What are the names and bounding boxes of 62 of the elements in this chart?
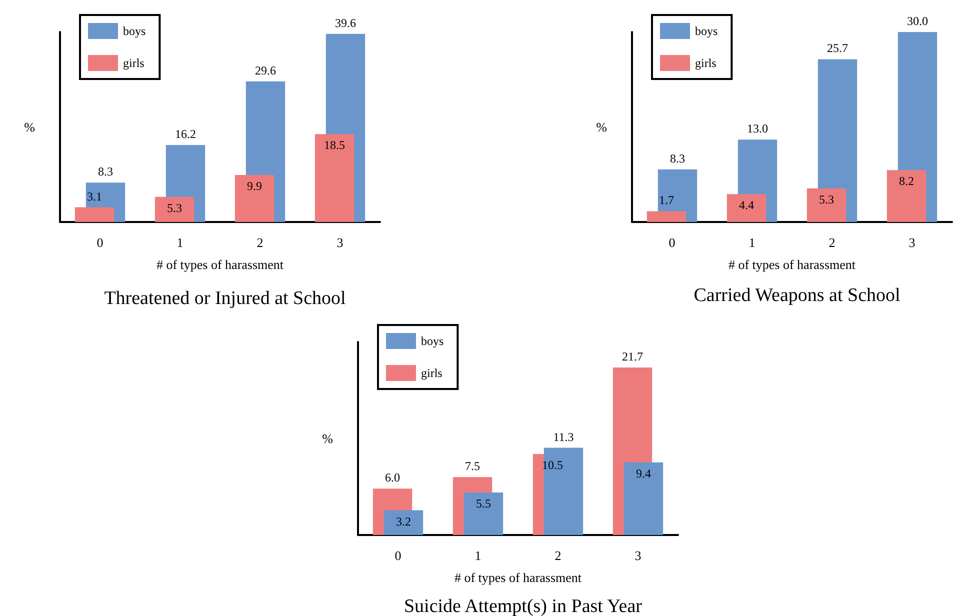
y-axis-title: % xyxy=(322,431,334,446)
data-label: 18.5 xyxy=(324,138,346,152)
bar xyxy=(154,196,194,222)
data-label: 5.5 xyxy=(476,496,491,511)
data-label: 21.7 xyxy=(622,349,644,364)
x-axis-title: # of types of harassment xyxy=(454,570,582,585)
bar xyxy=(806,188,846,222)
data-label: 29.6 xyxy=(254,63,276,78)
bar xyxy=(74,207,114,222)
x-tick-label: 0 xyxy=(96,235,104,250)
data-label: 8.2 xyxy=(899,174,914,188)
data-label: 13.0 xyxy=(746,122,768,136)
data-label: 3.1 xyxy=(87,189,102,204)
bar xyxy=(726,194,766,222)
data-label: 8.3 xyxy=(670,151,685,166)
text: Suicide Attempt(s) in Past Year xyxy=(404,596,643,616)
data-label: 8.3 xyxy=(98,164,113,179)
bar xyxy=(314,134,354,222)
data-label: 39.6 xyxy=(334,16,356,30)
data-label: 1.7 xyxy=(659,193,674,208)
data-label: 16.2 xyxy=(174,127,196,142)
text: Carried Weapons at School xyxy=(694,285,900,306)
legend-label: girls xyxy=(123,56,145,70)
x-tick-label: 3 xyxy=(908,235,916,250)
bar xyxy=(384,510,424,535)
x-tick-label: 3 xyxy=(336,235,344,250)
data-label: 30.0 xyxy=(906,14,928,28)
x-axis-title: # of types of harassment xyxy=(156,257,284,272)
legend-label: boys xyxy=(123,24,146,38)
bar xyxy=(464,492,504,535)
x-axis-title: # of types of harassment xyxy=(728,257,856,272)
data-label: 7.5 xyxy=(465,459,480,474)
bar xyxy=(624,462,664,535)
data-label: 4.4 xyxy=(739,198,754,212)
data-label: 3.2 xyxy=(396,514,411,528)
bar xyxy=(886,170,926,222)
legend-label: boys xyxy=(421,334,444,348)
x-tick-label: 1 xyxy=(474,548,482,563)
text: Threatened or Injured at School xyxy=(104,288,346,309)
legend-label: girls xyxy=(695,56,717,70)
data-label: 5.3 xyxy=(819,192,834,206)
legend-label: boys xyxy=(695,24,718,38)
data-label: 9.4 xyxy=(636,466,651,480)
data-label: 25.7 xyxy=(826,41,848,56)
data-label: 9.9 xyxy=(247,178,262,193)
bar xyxy=(544,448,584,535)
y-axis-title: % xyxy=(24,120,36,134)
data-label: 5.3 xyxy=(167,200,182,215)
y-axis-title: % xyxy=(596,120,608,134)
x-tick-label: 2 xyxy=(554,548,562,563)
data-label: 11.3 xyxy=(553,430,574,444)
legend-label: girls xyxy=(421,366,443,380)
x-tick-label: 0 xyxy=(668,235,676,250)
x-tick-label: 3 xyxy=(634,548,642,563)
bar xyxy=(646,211,686,222)
bar xyxy=(234,174,274,222)
x-tick-label: 0 xyxy=(394,548,402,563)
x-tick-label: 1 xyxy=(748,235,756,250)
x-tick-label: 2 xyxy=(256,235,264,250)
data-label: 6.0 xyxy=(385,470,400,485)
x-tick-label: 1 xyxy=(176,235,184,250)
x-tick-label: 2 xyxy=(828,235,836,250)
